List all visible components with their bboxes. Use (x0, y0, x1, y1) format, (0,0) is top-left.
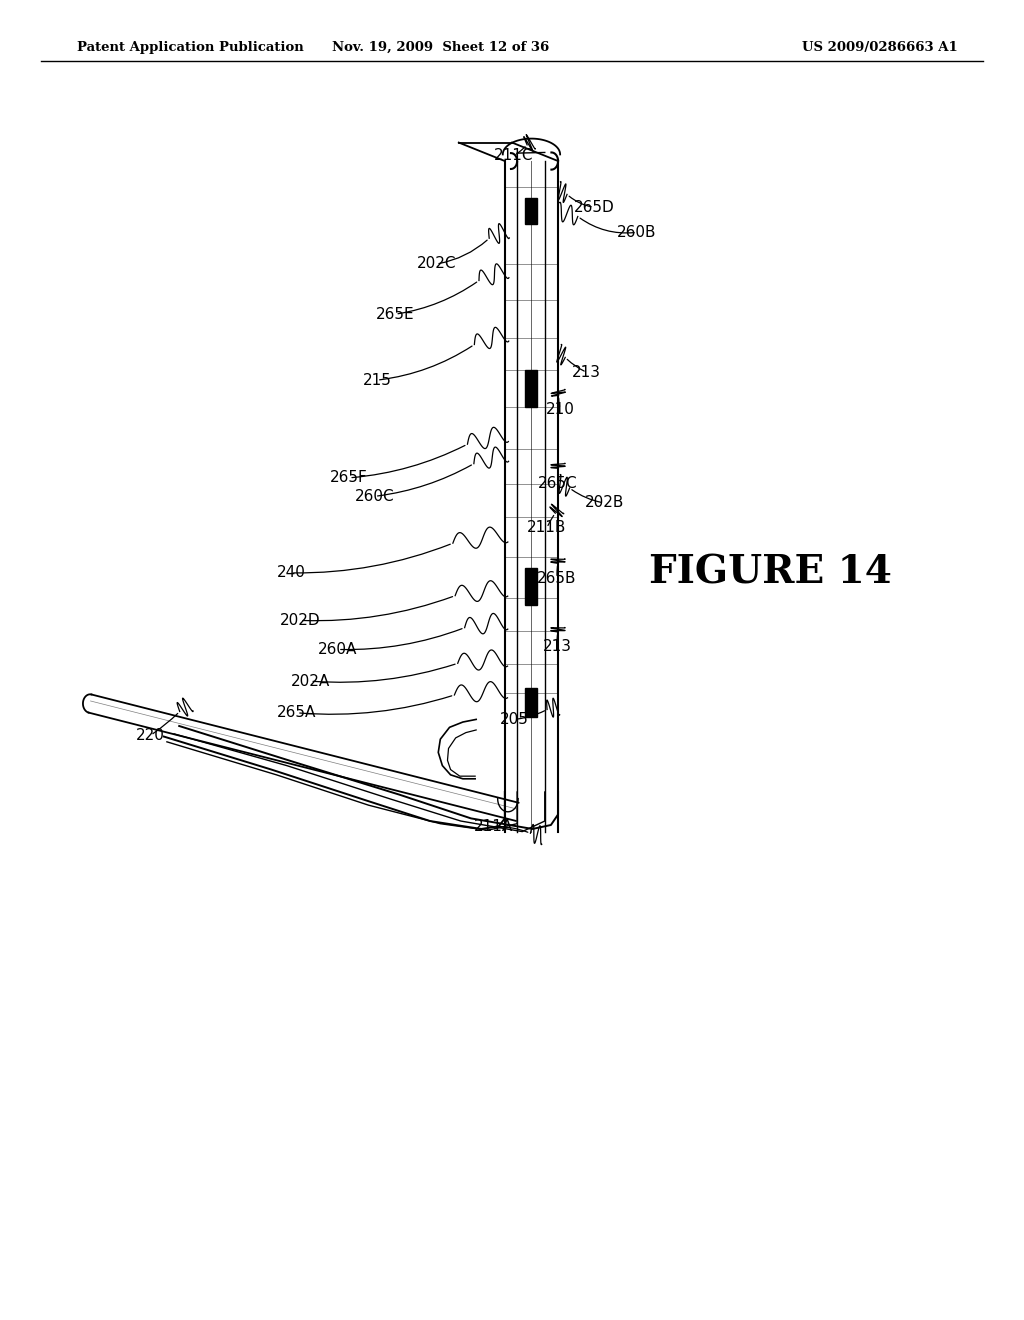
Text: 211B: 211B (527, 520, 566, 536)
Text: 202C: 202C (417, 256, 456, 272)
Text: 220: 220 (136, 727, 165, 743)
Text: 265A: 265A (278, 705, 316, 721)
Text: 205: 205 (500, 711, 528, 727)
Text: 265F: 265F (331, 470, 368, 486)
Bar (525, 198, 537, 224)
Text: 240: 240 (276, 565, 305, 581)
Bar (525, 370, 537, 407)
Text: 213: 213 (543, 639, 571, 655)
Bar (525, 568, 537, 605)
Text: Nov. 19, 2009  Sheet 12 of 36: Nov. 19, 2009 Sheet 12 of 36 (332, 41, 549, 54)
Text: 260C: 260C (355, 488, 394, 504)
Text: 211C: 211C (495, 148, 534, 164)
Text: 202D: 202D (280, 612, 321, 628)
Text: 265C: 265C (539, 475, 578, 491)
Text: 260B: 260B (617, 224, 656, 240)
Text: 265E: 265E (376, 306, 415, 322)
Text: US 2009/0286663 A1: US 2009/0286663 A1 (802, 41, 957, 54)
Bar (525, 688, 537, 717)
Text: 213: 213 (572, 364, 601, 380)
Text: Patent Application Publication: Patent Application Publication (77, 41, 303, 54)
Text: 260A: 260A (318, 642, 357, 657)
Text: FIGURE 14: FIGURE 14 (648, 554, 892, 591)
Text: 215: 215 (362, 372, 391, 388)
Text: 265D: 265D (573, 199, 614, 215)
Text: 210: 210 (546, 401, 574, 417)
Text: 211A: 211A (474, 818, 513, 834)
Text: 202A: 202A (291, 673, 330, 689)
Text: 265B: 265B (538, 570, 577, 586)
Text: 202B: 202B (585, 495, 624, 511)
